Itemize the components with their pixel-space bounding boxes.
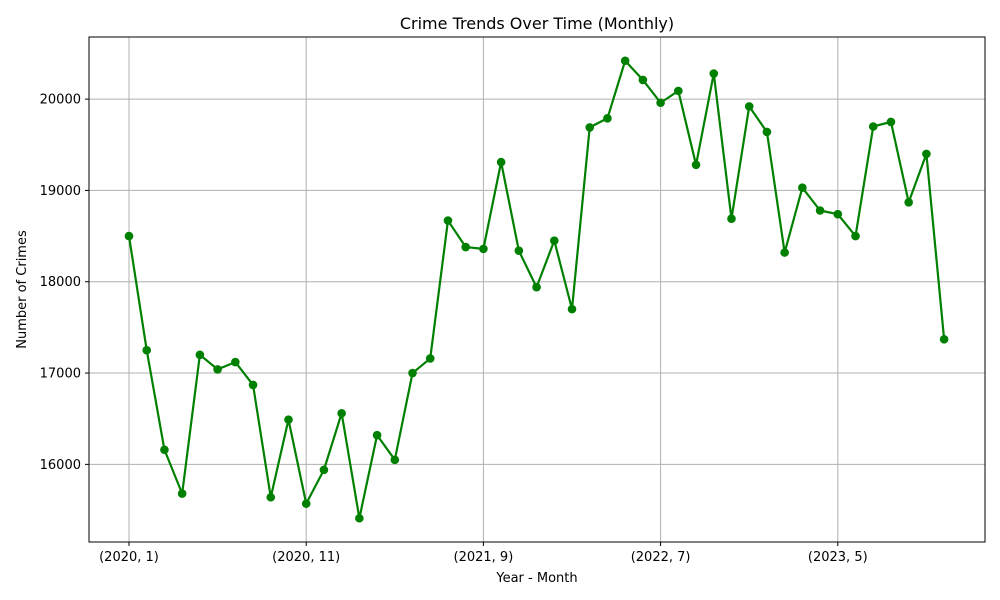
- data-point: [355, 513, 364, 523]
- data-point: [780, 248, 789, 257]
- data-point: [833, 209, 843, 219]
- chart-title: Crime Trends Over Time (Monthly): [400, 14, 674, 33]
- data-point: [213, 365, 222, 374]
- data-point: [638, 75, 648, 85]
- data-point: [620, 56, 630, 66]
- plot-frame: [88, 36, 986, 543]
- data-point: [727, 214, 736, 224]
- data-point: [514, 246, 524, 255]
- data-point: [337, 408, 346, 418]
- x-tick-label: (2021, 9): [454, 550, 514, 565]
- data-point: [142, 345, 152, 355]
- data-point: [461, 242, 470, 252]
- grid-lines: [89, 37, 985, 542]
- data-point: [248, 380, 258, 390]
- data-point: [585, 123, 595, 132]
- data-point: [124, 231, 134, 241]
- data-point: [656, 98, 665, 108]
- data-point: [195, 350, 205, 360]
- data-point: [408, 368, 417, 378]
- data-point: [319, 465, 329, 475]
- x-tick-label: (2023, 5): [808, 550, 868, 565]
- y-axis-ticks: 16000 17000 18000 19000 20000: [40, 93, 89, 473]
- data-point: [798, 183, 807, 192]
- data-point: [443, 216, 453, 225]
- x-axis-ticks: (2020, 1) (2020, 11) (2021, 9) (2022, 7) (20…: [99, 542, 868, 565]
- data-point: [815, 206, 825, 215]
- data-point: [674, 86, 683, 96]
- data-point: [425, 354, 435, 363]
- data-point: [603, 113, 612, 123]
- data-point: [904, 197, 913, 207]
- data-point: [479, 244, 488, 254]
- data-point: [744, 102, 754, 111]
- data-point: [691, 160, 701, 170]
- x-tick-label: (2020, 11): [272, 550, 340, 565]
- x-tick-label: (2022, 7): [631, 550, 691, 565]
- data-point: [886, 117, 896, 127]
- data-point: [231, 357, 240, 367]
- data-point: [372, 430, 382, 440]
- data-point: [301, 499, 311, 508]
- data-point: [851, 231, 860, 241]
- x-axis-title: Year - Month: [495, 571, 577, 586]
- y-tick-label: 19000: [40, 184, 81, 199]
- data-point: [762, 127, 772, 137]
- y-tick-label: 17000: [40, 367, 81, 382]
- data-point: [177, 489, 187, 498]
- data-point: [549, 236, 559, 245]
- data-point: [922, 149, 931, 159]
- data-point: [390, 455, 400, 465]
- series-crimes: [124, 56, 949, 523]
- y-tick-label: 16000: [40, 458, 81, 473]
- data-point: [496, 157, 506, 167]
- y-axis-title: Number of Crimes: [15, 230, 30, 349]
- data-point: [266, 492, 276, 502]
- data-point: [868, 122, 878, 131]
- data-point: [939, 334, 949, 344]
- data-point: [284, 415, 293, 424]
- y-tick-label: 20000: [40, 93, 81, 108]
- data-point: [709, 69, 719, 78]
- data-point: [567, 304, 577, 314]
- y-tick-label: 18000: [40, 275, 81, 290]
- data-point: [160, 445, 169, 455]
- data-point: [532, 282, 541, 292]
- x-tick-label: (2020, 1): [99, 550, 159, 565]
